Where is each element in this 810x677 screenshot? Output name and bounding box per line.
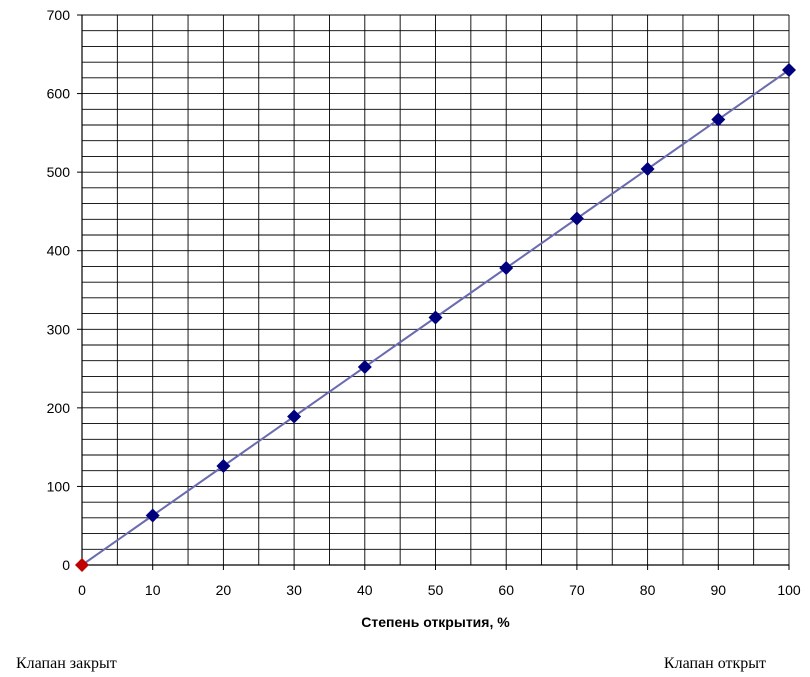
y-tick-label: 600	[47, 86, 71, 102]
x-tick-label: 80	[640, 582, 656, 598]
y-tick-label: 300	[47, 321, 71, 337]
data-point	[711, 112, 726, 127]
valve-open-label: Клапан открыт	[663, 655, 766, 672]
chart-grid	[81, 14, 790, 566]
x-axis-label: Степень открытия, %	[361, 614, 510, 630]
data-point	[569, 211, 584, 226]
data-point	[640, 162, 655, 176]
x-tick-label: 100	[777, 582, 801, 598]
data-point	[287, 409, 302, 424]
x-tick-label: 90	[711, 582, 727, 598]
x-tick-label: 50	[428, 582, 444, 598]
y-tick-labels: 0 100 200 300 400 500 600 700	[47, 7, 82, 573]
x-tick-label: 60	[498, 582, 514, 598]
valve-chart: 0 100 200 300 400 500 600 700 0 10 20 30 40 50 60 70 80…	[47, 7, 801, 630]
y-tick-label: 700	[47, 7, 71, 23]
data-point	[782, 63, 796, 77]
x-tick-label: 10	[145, 582, 161, 598]
data-point	[145, 508, 160, 523]
data-point	[357, 360, 372, 374]
valve-closed-label: Клапан закрыт	[16, 655, 117, 672]
data-point	[428, 310, 443, 325]
data-point	[499, 261, 514, 275]
x-tick-label: 70	[569, 582, 585, 598]
x-tick-label: 40	[357, 582, 373, 598]
x-tick-label: 30	[286, 582, 302, 598]
y-tick-label: 200	[47, 400, 71, 416]
y-tick-label: 0	[62, 557, 70, 573]
data-point	[75, 558, 89, 572]
data-point	[216, 459, 231, 473]
y-tick-label: 100	[47, 478, 71, 494]
series-group	[75, 63, 796, 572]
y-tick-label: 400	[47, 243, 71, 259]
x-tick-labels: 0 10 20 30 40 50 60 70 80 90 100	[78, 565, 801, 598]
chart-axes	[77, 15, 789, 570]
x-tick-label: 20	[216, 582, 232, 598]
y-tick-label: 500	[47, 164, 71, 180]
x-tick-label: 0	[78, 582, 86, 598]
